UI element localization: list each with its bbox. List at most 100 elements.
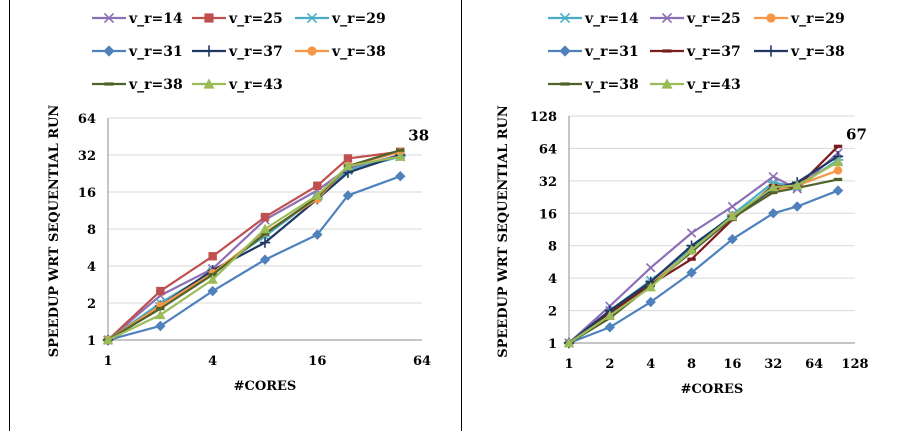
legend-item: v_r=43 <box>192 77 283 93</box>
legend-label: v_r=14 <box>584 11 639 27</box>
data-point-marker <box>259 223 271 234</box>
legend-swatch-marker <box>203 45 215 57</box>
y-tick-label: 4 <box>548 272 557 287</box>
legend-swatch-marker <box>103 12 115 24</box>
data-point-marker <box>396 148 405 152</box>
data-point-marker <box>155 320 166 332</box>
y-tick-label: 16 <box>78 186 96 201</box>
legend-label: v_r=31 <box>128 44 183 60</box>
y-tick-label: 64 <box>539 142 557 157</box>
y-tick-label: 1 <box>548 337 557 352</box>
data-point-marker <box>791 201 803 212</box>
x-tick-label: 64 <box>805 357 823 372</box>
data-point-marker <box>686 267 697 278</box>
end-value-annotation: 38 <box>408 127 429 145</box>
x-tick-label: 4 <box>208 354 217 369</box>
series-v-r-31 <box>102 171 406 346</box>
y-tick-label: 1 <box>87 334 96 349</box>
legend-item: v_r=31 <box>548 44 639 60</box>
legend-label: v_r=25 <box>686 11 741 27</box>
legend-swatch-marker <box>307 46 317 56</box>
y-axis-title: SPEEDUP WRT SEQUENTIAL RUN <box>47 105 62 358</box>
legend-label: v_r=38 <box>584 77 639 93</box>
left-chart-panel: 1 2 4 8 16 32 64 1 4 16 64 #CORES SPEEDUP WRT SEQUEN… <box>47 11 431 394</box>
legend-label: v_r=29 <box>790 11 845 27</box>
data-point-marker <box>727 201 738 212</box>
y-tick-label: 64 <box>78 112 96 127</box>
data-point-marker <box>833 166 843 175</box>
legend-swatch-marker <box>203 78 215 89</box>
x-tick-label: 4 <box>646 357 655 372</box>
data-point-marker <box>342 160 354 171</box>
legend-swatch-marker <box>766 13 776 23</box>
y-tick-label: 32 <box>539 175 557 190</box>
data-point-marker <box>645 296 656 308</box>
data-point-marker <box>768 181 779 192</box>
x-axis-title: #CORES <box>234 379 297 394</box>
right-chart-panel: 1 2 4 8 16 32 64 128 1 2 4 8 16 32 64 128 #CORES SPEEDUP … <box>496 11 869 397</box>
legend-item: v_r=37 <box>192 44 283 60</box>
data-point-marker <box>155 309 166 320</box>
data-point-marker <box>768 208 779 219</box>
data-point-marker <box>687 257 696 261</box>
series-line <box>568 160 839 344</box>
x-tick-label: 8 <box>687 357 696 372</box>
legend-label: v_r=37 <box>686 44 741 60</box>
legend-item: v_r=25 <box>650 11 741 27</box>
data-point-marker <box>604 322 616 333</box>
x-axis-title: #CORES <box>681 382 744 397</box>
legend-swatch-marker <box>104 82 114 86</box>
data-point-marker <box>102 334 114 345</box>
legend-swatch-marker <box>204 13 214 23</box>
legend-swatch-marker <box>306 12 318 24</box>
legend-item: v_r=38 <box>295 44 386 60</box>
legend-swatch-marker <box>662 49 672 53</box>
legend-item: v_r=14 <box>92 11 183 27</box>
data-point-marker <box>395 151 406 161</box>
legend-item: v_r=29 <box>754 11 845 27</box>
data-point-marker <box>833 144 843 148</box>
data-point-marker <box>645 281 656 292</box>
x-tick-label: 2 <box>605 357 614 372</box>
data-point-marker <box>312 229 323 240</box>
legend-item: v_r=37 <box>650 44 741 60</box>
data-point-marker <box>645 262 656 273</box>
end-value-annotation: 67 <box>846 126 867 144</box>
x-tick-label: 64 <box>413 354 431 369</box>
legend-label: v_r=31 <box>584 44 639 60</box>
y-tick-label: 4 <box>87 260 96 275</box>
legend-item: v_r=38 <box>754 44 845 60</box>
legend-label: v_r=43 <box>686 77 741 93</box>
legend-swatch-marker <box>765 45 777 57</box>
data-point-marker <box>313 181 322 190</box>
data-point-marker <box>604 310 616 320</box>
data-point-marker <box>727 211 738 221</box>
series-v-r-43 <box>563 156 844 348</box>
data-point-marker <box>259 254 271 265</box>
y-tick-label: 2 <box>87 297 96 312</box>
series-line <box>107 175 401 342</box>
data-point-marker <box>769 190 778 195</box>
legend-label: v_r=38 <box>790 44 845 60</box>
data-point-marker <box>343 154 353 163</box>
data-point-marker <box>768 171 779 182</box>
legend-label: v_r=29 <box>331 11 386 27</box>
series-v-r-31 <box>563 185 844 349</box>
series-line <box>568 155 839 344</box>
legend-item: v_r=43 <box>650 77 741 93</box>
x-tick-label: 1 <box>564 357 573 372</box>
data-point-marker <box>686 228 697 238</box>
x-tick-label: 32 <box>764 357 782 372</box>
legend-item: v_r=25 <box>192 11 283 27</box>
y-tick-label: 8 <box>87 223 96 238</box>
legend-swatch-marker <box>559 45 571 57</box>
y-axis-title: SPEEDUP WRT SEQUENTIAL RUN <box>496 105 511 358</box>
data-point-marker <box>312 190 323 200</box>
y-tick-label: 2 <box>548 305 557 320</box>
y-tick-label: 32 <box>78 149 96 164</box>
y-tick-label: 128 <box>530 110 557 125</box>
data-point-marker <box>207 274 218 284</box>
data-point-marker <box>563 337 575 348</box>
